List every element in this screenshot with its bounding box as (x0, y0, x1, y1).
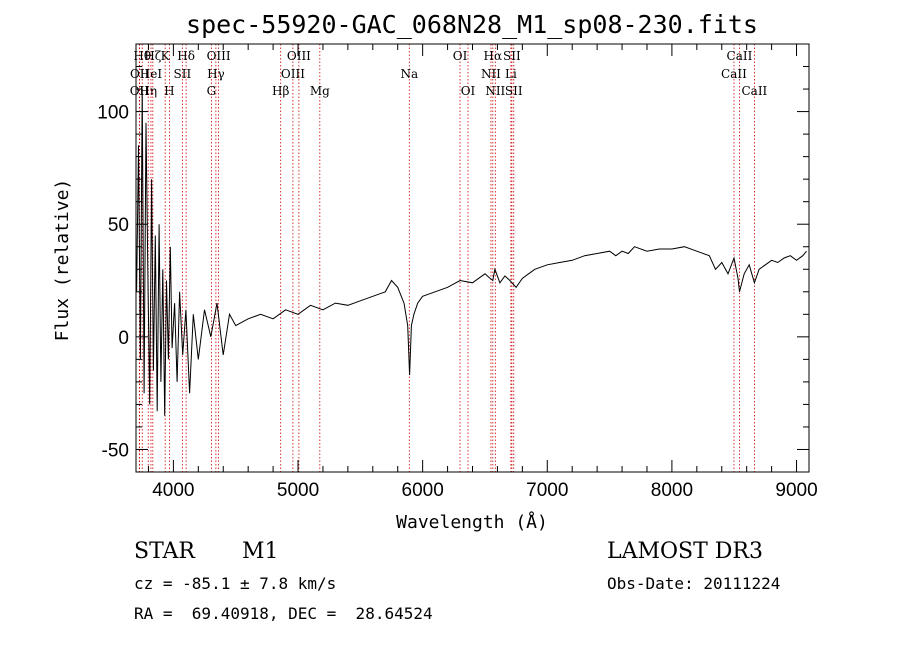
line-marker-label: SII (174, 67, 192, 81)
line-marker-label: OII (130, 84, 150, 98)
x-tick-label: 6000 (402, 480, 444, 501)
line-marker-label: Hη (139, 84, 157, 98)
object-class: STAR (134, 539, 195, 564)
line-marker-label: Hα (484, 49, 503, 63)
y-tick-label: -50 (102, 440, 129, 461)
x-tick-label: 5000 (277, 480, 319, 501)
y-tick-label: 0 (118, 328, 129, 349)
observation-date: Obs-Date: 20111224 (607, 574, 781, 593)
line-marker-label: Hγ (207, 67, 225, 81)
line-marker-label: G (207, 84, 217, 98)
line-marker-label: Mg (310, 84, 330, 98)
line-marker-label: CaII (727, 49, 753, 63)
y-axis-ticks: -50 0 50 100 (97, 43, 809, 473)
line-marker-label: Hβ (272, 84, 289, 98)
line-marker-label: Li (505, 67, 517, 81)
line-marker-label: OI (453, 49, 468, 63)
y-tick-label: 50 (108, 215, 129, 236)
x-axis-label: Wavelength (Å) (396, 511, 548, 533)
chart-title: spec-55920-GAC_068N28_M1_sp08-230.fits (186, 10, 758, 39)
object-subclass: M1 (242, 539, 279, 564)
line-marker-label: OIII (281, 67, 305, 81)
y-tick-label: 100 (97, 103, 129, 124)
x-tick-label: 9000 (775, 480, 817, 501)
plot-frame (135, 43, 810, 473)
spectrum-line (136, 89, 807, 416)
y-axis-label: Flux (relative) (52, 179, 73, 342)
line-marker-label: NII (485, 84, 505, 98)
x-tick-label: 4000 (152, 480, 194, 501)
survey-name: LAMOST DR3 (607, 539, 763, 564)
x-axis-ticks: 4000 5000 6000 7000 8000 9000 (147, 44, 818, 501)
emission-line-markers (138, 44, 755, 472)
coordinates: RA = 69.40918, DEC = 28.64524 (134, 604, 433, 623)
line-marker-label: OIII (207, 49, 231, 63)
line-marker-label: Hθ (133, 49, 151, 63)
line-marker-label: HeI (140, 67, 163, 81)
line-marker-label: Hζ (144, 49, 161, 63)
line-marker-label: Hδ (177, 49, 195, 63)
line-marker-label: OII (130, 67, 150, 81)
line-marker-label: SII (505, 84, 523, 98)
line-marker-label: SII (503, 49, 521, 63)
line-marker-label: OIII (287, 49, 311, 63)
line-marker-label: K (161, 49, 171, 63)
x-tick-label: 8000 (651, 480, 693, 501)
line-marker-label: H (164, 84, 174, 98)
line-marker-label: NII (481, 67, 501, 81)
line-marker-label: CaII (721, 67, 747, 81)
line-marker-label: OI (461, 84, 476, 98)
x-tick-label: 7000 (526, 480, 568, 501)
redshift-velocity: cz = -85.1 ± 7.8 km/s (134, 574, 337, 593)
spectrum-series (136, 89, 807, 416)
line-marker-label: CaII (741, 84, 767, 98)
line-marker-label: Na (400, 67, 418, 81)
